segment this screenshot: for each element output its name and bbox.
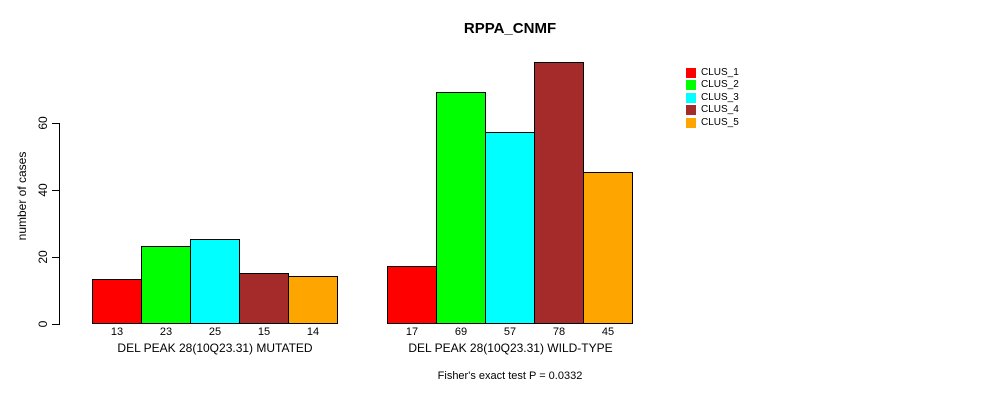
bar-value-label: 17 <box>405 326 419 338</box>
y-axis-tick-label: 40 <box>36 182 50 197</box>
bar-value-label: 15 <box>257 326 271 338</box>
bar-clus_4 <box>534 62 584 324</box>
legend-label: CLUS_4 <box>701 104 739 116</box>
bar-clus_2 <box>141 246 191 324</box>
y-axis-line <box>59 122 60 325</box>
y-axis-tick <box>52 256 59 258</box>
bar-clus_5 <box>583 172 633 324</box>
legend-swatch-clus_5 <box>686 117 696 128</box>
chart-title: RPPA_CNMF <box>463 20 557 37</box>
legend-swatch-clus_1 <box>686 67 696 78</box>
bar-clus_1 <box>387 266 437 324</box>
bar-value-label: 45 <box>601 326 615 338</box>
bar-value-label: 23 <box>159 326 173 338</box>
bar-value-label: 25 <box>208 326 222 338</box>
legend-swatch-clus_2 <box>686 80 696 91</box>
bar-clus_2 <box>436 92 486 324</box>
fisher-test-annotation: Fisher's exact test P = 0.0332 <box>437 370 583 382</box>
legend-label: CLUS_1 <box>701 66 739 78</box>
bar-clus_5 <box>288 276 338 324</box>
legend-swatch-clus_3 <box>686 92 696 103</box>
bar-value-label: 57 <box>503 326 517 338</box>
bar-value-label: 13 <box>110 326 124 338</box>
y-axis-tick-label: 60 <box>36 115 50 130</box>
bar-value-label: 78 <box>552 326 566 338</box>
legend-label: CLUS_3 <box>701 91 739 103</box>
y-axis-title: number of cases <box>15 151 29 241</box>
y-axis-tick <box>52 122 59 124</box>
legend-label: CLUS_2 <box>701 79 739 91</box>
bar-value-label: 14 <box>306 326 320 338</box>
y-axis-tick-label: 20 <box>36 249 50 264</box>
bar-clus_1 <box>92 279 142 324</box>
bar-clus_3 <box>485 132 535 324</box>
bar-clus_3 <box>190 239 240 324</box>
y-axis-tick <box>52 189 59 191</box>
group-label: DEL PEAK 28(10Q23.31) MUTATED <box>117 341 313 355</box>
y-axis-tick <box>52 323 59 325</box>
legend-label: CLUS_5 <box>701 116 739 128</box>
bar-value-label: 69 <box>454 326 468 338</box>
group-label: DEL PEAK 28(10Q23.31) WILD-TYPE <box>408 341 613 355</box>
bar-clus_4 <box>239 273 289 324</box>
legend-swatch-clus_4 <box>686 105 696 116</box>
y-axis-tick-label: 0 <box>36 320 50 327</box>
